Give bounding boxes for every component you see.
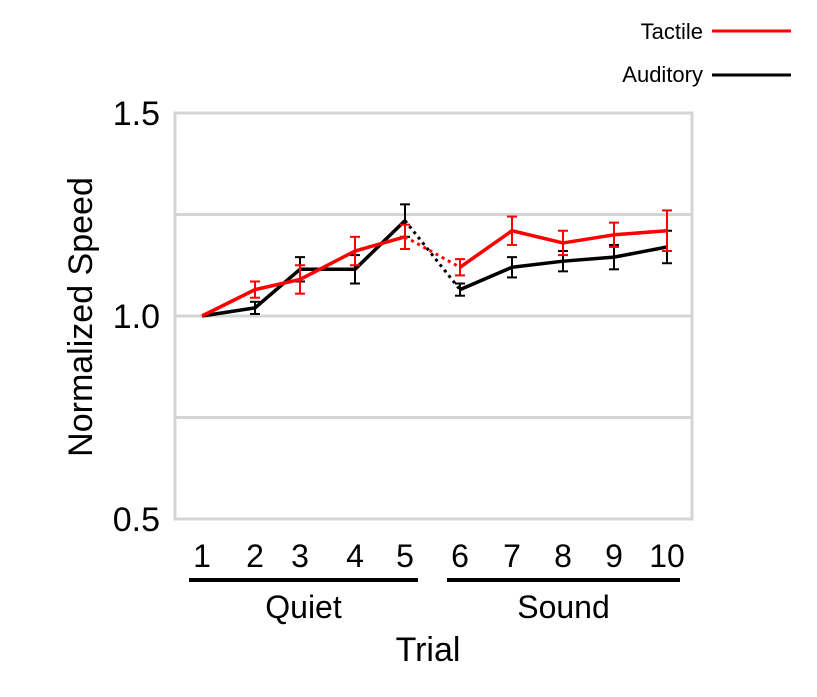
x-tick-label: 4 bbox=[346, 538, 364, 574]
group-label: Sound bbox=[517, 589, 610, 625]
series-connector-tactile bbox=[404, 235, 461, 269]
x-tick-label: 9 bbox=[605, 538, 623, 574]
x-tick-label: 2 bbox=[246, 538, 264, 574]
legend: Tactile Auditory bbox=[622, 19, 791, 87]
gridlines bbox=[175, 213, 692, 419]
x-tick-label: 10 bbox=[649, 538, 685, 574]
series-auditory bbox=[201, 203, 672, 318]
x-tick-label: 6 bbox=[451, 538, 469, 574]
trial-groups: Quiet Sound bbox=[189, 578, 680, 625]
x-tick-labels: 1 2 3 4 5 6 7 8 9 10 bbox=[193, 538, 685, 574]
y-tick-labels: 0.5 1.0 1.5 bbox=[113, 95, 160, 539]
y-tick-label: 1.5 bbox=[113, 95, 160, 133]
x-tick-label: 8 bbox=[554, 538, 572, 574]
legend-label-tactile: Tactile bbox=[641, 19, 703, 44]
x-axis-title: Trial bbox=[396, 631, 461, 669]
y-tick-label: 1.0 bbox=[113, 298, 160, 336]
x-tick-label: 3 bbox=[291, 538, 309, 574]
y-tick-label: 0.5 bbox=[113, 501, 160, 539]
x-tick-label: 7 bbox=[503, 538, 521, 574]
y-axis-title: Normalized Speed bbox=[62, 177, 100, 457]
series-tactile bbox=[201, 209, 672, 318]
series-connector-auditory bbox=[403, 219, 462, 291]
x-tick-label: 1 bbox=[193, 538, 211, 574]
group-label: Quiet bbox=[265, 589, 342, 625]
series-layer bbox=[201, 203, 672, 318]
x-tick-label: 5 bbox=[396, 538, 414, 574]
legend-label-auditory: Auditory bbox=[622, 62, 703, 87]
